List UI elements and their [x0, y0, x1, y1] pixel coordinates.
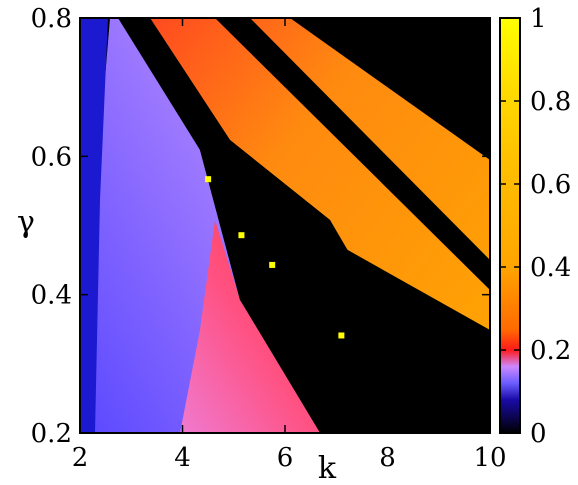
cbar-tick-label-2: 0.4 [530, 253, 571, 283]
marker-2 [238, 232, 245, 239]
cbar-tick-label-4: 0.8 [530, 87, 571, 117]
x-tick-label-4: 10 [473, 443, 506, 473]
heatmap-plot [80, 18, 490, 433]
y-tick-label-0: 0.2 [31, 419, 72, 449]
region-low-left [80, 18, 320, 433]
region-lower-right [330, 240, 490, 433]
colorbar [500, 18, 520, 433]
y-axis-label: γ [17, 205, 35, 240]
y-tick-label-2: 0.6 [31, 142, 72, 172]
cbar-tick-label-3: 0.6 [530, 170, 571, 200]
x-tick-label-0: 2 [72, 443, 89, 473]
y-axis: 0.2 0.4 0.6 0.8 [31, 4, 490, 449]
region-stripe-1 [215, 18, 490, 290]
region-stripe-2 [290, 18, 490, 160]
marker-3 [269, 261, 276, 268]
y-tick-label-1: 0.4 [31, 281, 72, 311]
cbar-tick-label-5: 1 [530, 4, 547, 34]
x-tick-label-3: 8 [379, 443, 396, 473]
cbar-tick-label-1: 0.2 [530, 336, 571, 366]
x-axis: 2 4 6 8 10 [72, 18, 507, 473]
marker-1 [205, 176, 212, 183]
colorbar-axis: 0 0.2 0.4 0.6 0.8 1 [500, 4, 571, 449]
marker-4 [338, 332, 345, 339]
x-tick-label-1: 4 [174, 443, 191, 473]
x-axis-label: k [318, 451, 337, 485]
region-dark-wedge [118, 18, 455, 433]
region-center-band [180, 220, 320, 433]
region-stripe-3 [380, 18, 490, 75]
y-tick-label-3: 0.8 [31, 4, 72, 34]
cbar-tick-label-0: 0 [530, 419, 547, 449]
x-tick-label-2: 6 [277, 443, 294, 473]
marker-group [205, 176, 345, 339]
colorbar-frame [499, 17, 521, 434]
region-blue-edge [80, 18, 108, 433]
